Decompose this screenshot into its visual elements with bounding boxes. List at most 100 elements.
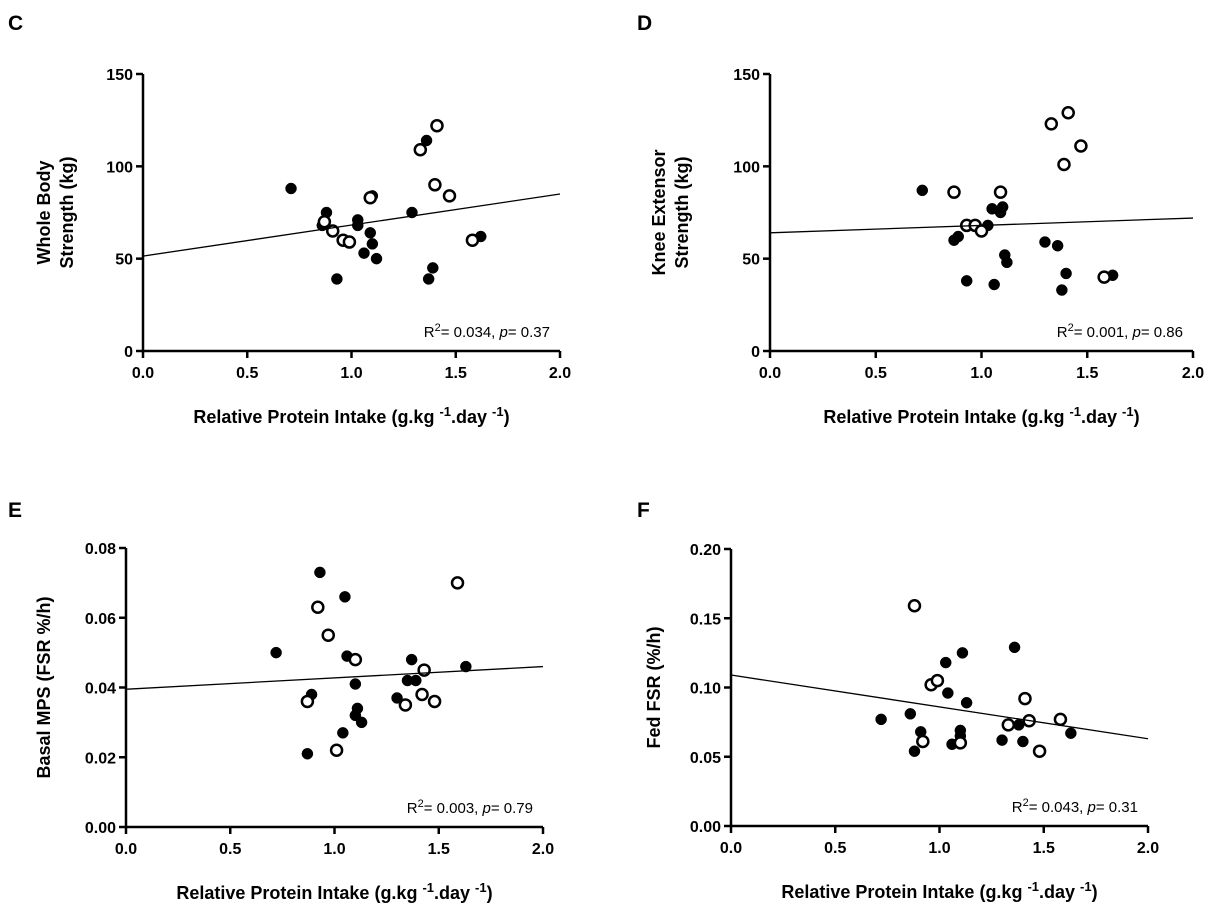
filled-point (366, 238, 379, 250)
x-tick-label: 0.5 (824, 840, 846, 857)
open-point (430, 118, 444, 133)
y-tick-label: 0.08 (85, 541, 116, 558)
open-point (417, 663, 431, 677)
y-axis-label: Strength (kg) (672, 157, 692, 269)
x-tick-label: 1.0 (340, 365, 362, 382)
filled-point (960, 275, 973, 287)
x-tick-label: 0.0 (759, 365, 781, 382)
x-axis-label: Relative Protein Intake (g.kg -1.day -1) (193, 404, 509, 428)
x-tick-label: 1.0 (323, 841, 345, 858)
x-tick-label: 1.0 (970, 365, 992, 382)
x-tick-label: 2.0 (549, 365, 571, 382)
annotation-part: 2 (1023, 797, 1029, 809)
annotation-part: 2 (1068, 322, 1074, 334)
filled-point (420, 134, 433, 147)
x-tick-label: 0.5 (219, 841, 241, 858)
x-axis-label-part: .day (451, 407, 492, 427)
x-axis-label-part: ) (1134, 407, 1140, 427)
annotation-part: = 0.043, (1029, 799, 1088, 816)
x-tick-label: 1.5 (1033, 840, 1055, 857)
annotation-part: = 0.31 (1096, 799, 1138, 816)
annotation-part: R (1012, 799, 1023, 816)
x-axis-label-part: Relative Protein Intake (g.kg (781, 882, 1027, 902)
filled-point (956, 647, 969, 659)
open-point (317, 214, 332, 229)
x-axis-label: Relative Protein Intake (g.kg -1.day -1) (823, 404, 1139, 428)
filled-point (314, 566, 326, 579)
filled-point (270, 646, 282, 659)
x-axis-label-part: Relative Protein Intake (g.kg (193, 407, 439, 427)
y-tick-label: 0.04 (85, 681, 116, 698)
y-axis-label: Knee Extensor (649, 149, 669, 275)
x-tick-label: 1.5 (445, 365, 467, 382)
trend-line (142, 193, 561, 257)
x-axis-label-part: -1 (422, 880, 434, 895)
annotation-part: R (407, 800, 418, 817)
x-axis-label-part: .day (1081, 407, 1122, 427)
filled-point (940, 656, 952, 669)
filled-point (351, 702, 364, 715)
open-point (1061, 106, 1075, 120)
x-tick-label: 1.5 (1076, 365, 1098, 382)
open-point (953, 736, 968, 750)
filled-point (422, 273, 435, 285)
filled-point (1060, 267, 1072, 280)
x-axis-label-part: Relative Protein Intake (g.kg (823, 407, 1069, 427)
x-axis-label: Relative Protein Intake (g.kg -1.day -1) (176, 880, 492, 904)
filled-point (410, 674, 422, 687)
open-point (1018, 691, 1032, 706)
x-axis-label-part: .day (434, 883, 475, 903)
x-axis-label-part: -1 (439, 404, 451, 419)
y-tick-label: 0.20 (690, 542, 721, 559)
open-point (974, 224, 989, 238)
open-point (930, 673, 945, 688)
filled-point (331, 273, 343, 285)
open-point (450, 576, 465, 590)
x-tick-label: 0.5 (236, 365, 258, 382)
filled-point (960, 696, 973, 709)
open-point (1032, 744, 1047, 758)
y-tick-label: 0.10 (690, 681, 721, 698)
open-point (993, 185, 1008, 199)
filled-point (301, 748, 314, 760)
filled-point (996, 201, 1009, 213)
open-point (348, 652, 363, 667)
x-axis-label-part: ) (504, 407, 510, 427)
y-tick-label: 0.06 (85, 611, 116, 628)
y-axis-label: Strength (kg) (57, 157, 77, 269)
x-tick-label: 1.5 (428, 841, 450, 858)
filled-point (942, 687, 954, 699)
open-point (1001, 718, 1016, 732)
filled-point (1056, 284, 1068, 296)
filled-point (954, 724, 967, 737)
annotation: R2= 0.001, p= 0.86 (1057, 322, 1183, 341)
y-tick-label: 0.15 (690, 611, 721, 628)
x-tick-label: 0.0 (115, 841, 137, 858)
annotation: R2= 0.003, p= 0.79 (407, 798, 533, 817)
open-point (363, 190, 378, 205)
annotation: R2= 0.043, p= 0.31 (1012, 797, 1138, 816)
panel: F 0.0 0.5 1.0 1.5 2.0 0.00 0.05 0.10 0.15 0.20 Rela… (637, 499, 1159, 902)
annotation-part: = 0.86 (1141, 324, 1183, 341)
filled-point (358, 247, 370, 259)
x-tick-label: 0.5 (865, 365, 887, 382)
annotation-part: R (424, 324, 435, 341)
y-tick-label: 0 (124, 344, 133, 361)
open-point (916, 734, 930, 749)
annotation-part: 2 (435, 322, 441, 334)
filled-point (875, 713, 887, 726)
x-tick-label: 2.0 (1137, 840, 1159, 857)
filled-point (339, 591, 351, 603)
open-point (398, 698, 413, 712)
y-axis-label: Basal MPS (FSR %/h) (34, 596, 54, 778)
y-axis-label: Fed FSR (%/h) (644, 627, 664, 749)
open-point (329, 743, 344, 758)
annotation-part: 2 (418, 798, 424, 810)
annotation-part: p (499, 324, 508, 341)
filled-point (1065, 727, 1077, 739)
x-axis-label-part: -1 (492, 404, 504, 419)
panel-label: C (8, 12, 23, 35)
y-tick-label: 100 (106, 159, 133, 176)
filled-point (352, 219, 364, 232)
x-tick-label: 0.0 (132, 365, 154, 382)
